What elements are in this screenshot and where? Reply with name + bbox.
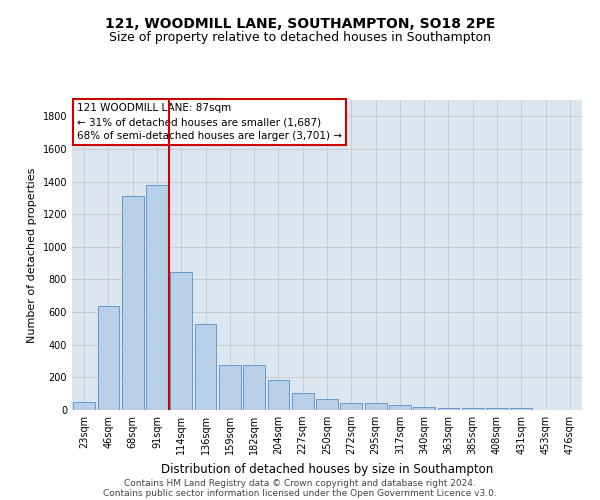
- Bar: [268, 380, 289, 410]
- Text: Contains public sector information licensed under the Open Government Licence v3: Contains public sector information licen…: [103, 488, 497, 498]
- Text: Contains HM Land Registry data © Crown copyright and database right 2024.: Contains HM Land Registry data © Crown c…: [124, 478, 476, 488]
- Bar: [413, 406, 435, 410]
- Text: Size of property relative to detached houses in Southampton: Size of property relative to detached ho…: [109, 31, 491, 44]
- Bar: [340, 404, 362, 410]
- Bar: [97, 306, 119, 410]
- Bar: [511, 408, 532, 410]
- Bar: [243, 365, 265, 410]
- Bar: [122, 196, 143, 410]
- Y-axis label: Number of detached properties: Number of detached properties: [27, 168, 37, 342]
- Bar: [316, 400, 338, 410]
- Bar: [146, 185, 168, 410]
- Bar: [219, 365, 241, 410]
- Bar: [365, 404, 386, 410]
- Bar: [437, 408, 460, 410]
- Bar: [292, 393, 314, 410]
- Bar: [462, 408, 484, 410]
- Bar: [194, 324, 217, 410]
- X-axis label: Distribution of detached houses by size in Southampton: Distribution of detached houses by size …: [161, 462, 493, 475]
- Text: 121 WOODMILL LANE: 87sqm
← 31% of detached houses are smaller (1,687)
68% of sem: 121 WOODMILL LANE: 87sqm ← 31% of detach…: [77, 103, 342, 141]
- Bar: [73, 402, 95, 410]
- Bar: [170, 272, 192, 410]
- Bar: [389, 405, 411, 410]
- Bar: [486, 408, 508, 410]
- Text: 121, WOODMILL LANE, SOUTHAMPTON, SO18 2PE: 121, WOODMILL LANE, SOUTHAMPTON, SO18 2P…: [105, 18, 495, 32]
